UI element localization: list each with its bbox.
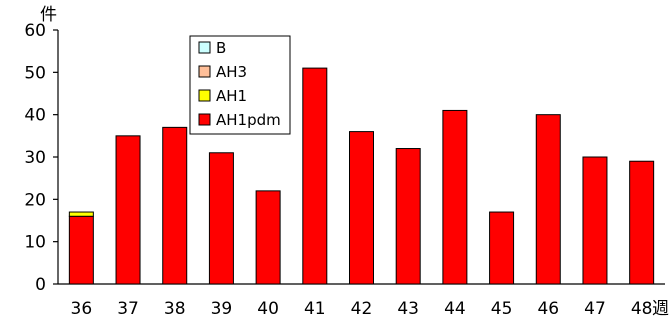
bar-ah1pdm-week-45 (489, 211, 515, 285)
bar-ah1pdm-week-39 (208, 152, 234, 285)
bar-ah1pdm-week-41 (302, 67, 328, 285)
x-tick-label: 41 (304, 299, 326, 319)
x-tick-label: 48 (631, 299, 653, 319)
x-tick-label: 39 (211, 299, 233, 319)
bar-series-group (68, 67, 655, 285)
y-tick-label: 50 (24, 63, 46, 83)
y-tick-label: 20 (24, 190, 46, 210)
bar-ah1pdm-week-44 (442, 109, 468, 285)
legend-label-ah3: AH3 (216, 63, 247, 81)
bar-ah1pdm-week-48 (629, 160, 655, 285)
x-tick-label: 47 (584, 299, 606, 319)
y-tick-label: 10 (24, 233, 46, 253)
x-axis: 36 37 38 39 40 41 42 43 44 45 46 47 48 (58, 283, 665, 319)
x-tick-label: 38 (164, 299, 186, 319)
x-tick-label: 43 (397, 299, 419, 319)
legend-label-b: B (216, 39, 226, 57)
x-tick-label: 40 (257, 299, 279, 319)
bar-ah1pdm-week-40 (255, 190, 281, 285)
bar-ah1pdm-week-47 (582, 156, 608, 285)
y-unit-label: 件 (40, 5, 57, 25)
x-tick-label: 46 (537, 299, 559, 319)
legend-swatch-b (198, 41, 211, 54)
bar-ah1pdm-week-42 (349, 131, 374, 285)
bar-ah1pdm-week-36 (68, 215, 94, 285)
x-tick-label: 42 (351, 299, 373, 319)
x-unit-label: 週 (652, 299, 669, 319)
bar-ah1pdm-week-43 (395, 148, 421, 285)
x-tick-label: 36 (71, 299, 93, 319)
legend-swatch-ah3 (198, 65, 211, 78)
x-tick-label: 45 (491, 299, 513, 319)
y-tick-label: 30 (24, 148, 46, 168)
legend-swatch-ah1 (198, 89, 211, 102)
y-tick-label: 60 (24, 21, 46, 41)
x-tick-label: 37 (117, 299, 139, 319)
y-tick-label: 40 (24, 106, 46, 126)
legend-label-ah1: AH1 (216, 87, 247, 105)
bar-ah1pdm-week-46 (535, 114, 561, 285)
bar-ah1-week-36 (68, 211, 94, 217)
y-axis: 0 10 20 30 40 50 60 (24, 21, 59, 295)
x-tick-label: 44 (444, 299, 466, 319)
bar-ah1pdm-week-37 (115, 135, 141, 285)
y-tick-label: 0 (35, 275, 46, 295)
legend-swatch-ah1pdm (198, 113, 211, 126)
legend-label-ah1pdm: AH1pdm (216, 111, 281, 129)
bar-ah1pdm-week-38 (162, 126, 188, 285)
chart-legend: B AH3 AH1 AH1pdm (189, 35, 291, 135)
